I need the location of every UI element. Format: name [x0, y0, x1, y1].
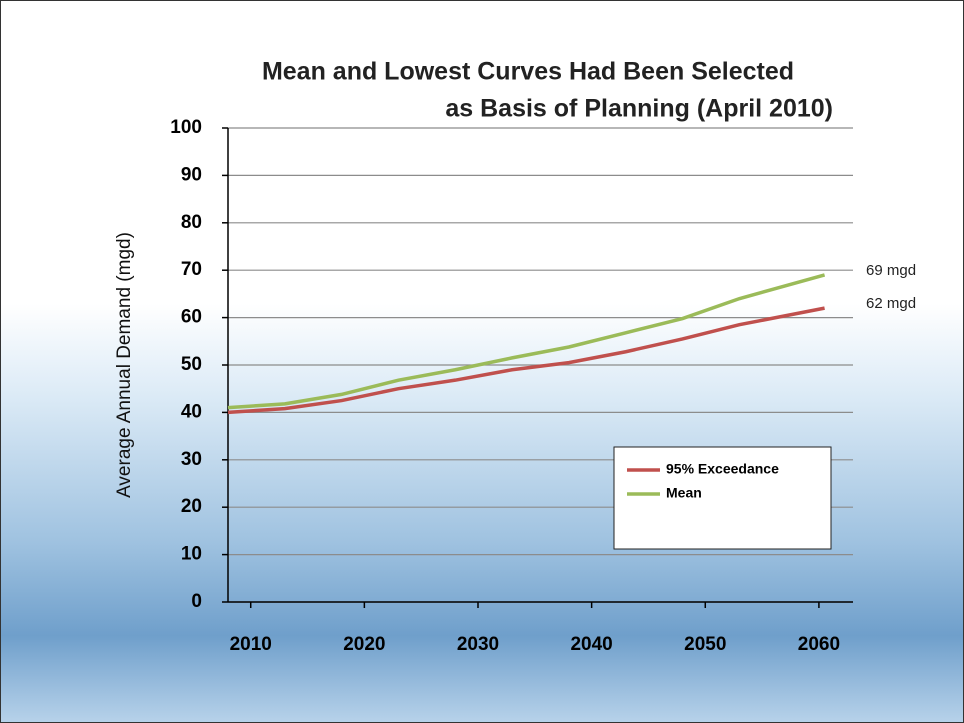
y-tick-label: 90	[181, 164, 202, 185]
x-tick-label: 2020	[343, 634, 385, 655]
x-tick-label: 2050	[684, 634, 726, 655]
y-tick-label: 80	[181, 212, 202, 233]
y-tick-label: 40	[181, 401, 202, 422]
line-series	[227, 306, 825, 415]
y-tick-label: 50	[181, 354, 202, 375]
y-tick-label: 30	[181, 449, 202, 470]
y-tick-label: 100	[170, 117, 202, 138]
x-tick-label: 2030	[457, 634, 499, 655]
y-tick-label: 0	[191, 591, 202, 612]
legend: 95% Exceedance Mean	[613, 446, 832, 550]
y-axis-label: Average Annual Demand (mgd)	[114, 232, 135, 498]
legend-label: 95% Exceedance	[666, 461, 779, 477]
x-tick-label: 2040	[570, 634, 612, 655]
line-series	[227, 273, 826, 410]
annotation: 62 mgd	[866, 295, 916, 312]
y-tick-label: 20	[181, 496, 202, 517]
y-tick-label: 10	[181, 544, 202, 565]
legend-label: Mean	[666, 485, 702, 501]
x-tick-label: 2060	[798, 634, 840, 655]
chart-title: as Basis of Planning (April 2010)	[445, 95, 833, 123]
chart-title: Mean and Lowest Curves Had Been Selected	[262, 58, 794, 86]
x-tick-label: 2010	[230, 634, 272, 655]
annotation: 69 mgd	[866, 262, 916, 279]
y-tick-label: 60	[181, 307, 202, 328]
legend-box	[613, 446, 832, 550]
y-tick-label: 70	[181, 259, 202, 280]
